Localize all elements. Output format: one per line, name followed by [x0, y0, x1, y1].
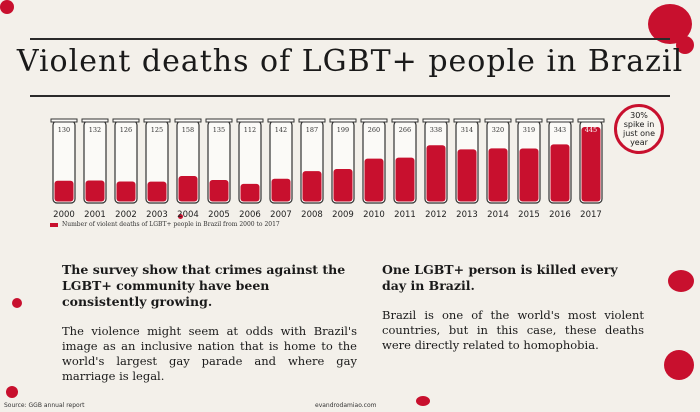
splatter-top-left	[0, 0, 14, 14]
value-label-2008: 187	[306, 126, 318, 134]
x-tick-2017: 2017	[580, 210, 602, 220]
spike-badge: 30% spike in just one year	[614, 104, 664, 154]
x-tick-2012: 2012	[425, 210, 447, 220]
right-heading: One LGBT+ person is killed every day in …	[382, 262, 618, 293]
value-label-2017: 445	[585, 126, 597, 134]
value-label-2014: 320	[492, 126, 504, 134]
legend-swatch	[50, 222, 58, 227]
tube-rim-2002	[112, 118, 140, 123]
tube-rim-2007	[267, 118, 295, 123]
splatter-bottom-right	[664, 350, 694, 380]
tube-rim-2009	[329, 118, 357, 123]
tube-rim-2015	[515, 118, 543, 123]
value-label-2001: 132	[89, 126, 101, 134]
bar-2011	[395, 157, 415, 202]
bar-2012	[426, 145, 446, 202]
value-label-2005: 135	[213, 126, 225, 134]
value-label-2012: 338	[430, 126, 442, 134]
source-note: Source: GGB annual report	[4, 402, 85, 409]
tube-rim-2013	[453, 118, 481, 123]
x-tick-2016: 2016	[549, 210, 571, 220]
value-label-2015: 319	[523, 126, 535, 134]
tube-rim-2012	[422, 118, 450, 123]
bar-2002	[116, 181, 136, 202]
value-label-2006: 112	[244, 126, 256, 134]
chart-legend: Number of violent deaths of LGBT+ people…	[50, 221, 280, 228]
left-heading: The survey show that crimes against the …	[62, 262, 346, 309]
right-body: Brazil is one of the world's most violen…	[382, 308, 644, 352]
splatter-top-right-2	[676, 36, 694, 54]
tube-rim-2014	[484, 118, 512, 123]
bar-2004	[178, 176, 198, 202]
bar-2008	[302, 171, 322, 202]
left-column: The survey show that crimes against the …	[62, 262, 357, 384]
title-rule-bottom	[30, 95, 670, 97]
value-label-2016: 343	[554, 126, 566, 134]
bar-2015	[519, 148, 539, 202]
bar-2016	[550, 144, 570, 202]
legend-text: Number of violent deaths of LGBT+ people…	[62, 221, 280, 228]
title-rule-top	[30, 38, 670, 40]
x-tick-2003: 2003	[146, 210, 168, 220]
value-label-2010: 260	[368, 126, 380, 134]
bar-2010	[364, 158, 384, 202]
credit-note: evandrodamiao.com	[315, 402, 377, 409]
x-tick-2013: 2013	[456, 210, 478, 220]
bar-2001	[85, 180, 105, 202]
x-tick-2015: 2015	[518, 210, 540, 220]
bar-2017	[581, 127, 601, 202]
tube-rim-2005	[205, 118, 233, 123]
tube-rim-2008	[298, 118, 326, 123]
value-label-2004: 158	[182, 126, 194, 134]
x-tick-2002: 2002	[115, 210, 137, 220]
bar-2014	[488, 148, 508, 202]
x-tick-2000: 2000	[53, 210, 75, 220]
left-body: The violence might seem at odds with Bra…	[62, 324, 357, 383]
value-label-2011: 266	[399, 126, 411, 134]
splatter-left	[12, 298, 22, 308]
tubes-group: 130 2000 132 2001 126 2002 125 2003 158 2004 135 20…	[50, 118, 605, 220]
value-label-2000: 130	[58, 126, 70, 134]
x-tick-2001: 2001	[84, 210, 106, 220]
spike-badge-text: 30% spike in just one year	[622, 111, 656, 147]
x-tick-2008: 2008	[301, 210, 323, 220]
splatter-bottom-left	[6, 386, 18, 398]
bar-2006	[240, 183, 260, 202]
tube-rim-2004	[174, 118, 202, 123]
bar-2013	[457, 149, 477, 202]
tube-rim-2010	[360, 118, 388, 123]
splatter-mid	[178, 214, 183, 219]
bar-2000	[54, 180, 74, 202]
value-label-2007: 142	[275, 126, 287, 134]
tube-rim-2003	[143, 118, 171, 123]
bar-2007	[271, 178, 291, 202]
tube-rim-2000	[50, 118, 78, 123]
page-title: Violent deaths of LGBT+ people in Brazil	[16, 44, 684, 79]
splatter-bottom-mid	[416, 396, 430, 406]
tube-rim-2017	[577, 118, 605, 123]
x-tick-2006: 2006	[239, 210, 261, 220]
x-tick-2009: 2009	[332, 210, 354, 220]
bar-2005	[209, 179, 229, 202]
value-label-2013: 314	[461, 126, 473, 134]
x-tick-2005: 2005	[208, 210, 230, 220]
tube-rim-2011	[391, 118, 419, 123]
value-label-2003: 125	[151, 126, 163, 134]
x-tick-2011: 2011	[394, 210, 416, 220]
x-tick-2014: 2014	[487, 210, 509, 220]
right-column: One LGBT+ person is killed every day in …	[382, 262, 644, 353]
value-label-2002: 126	[120, 126, 132, 134]
value-label-2009: 199	[337, 126, 349, 134]
x-tick-2004: 2004	[177, 210, 199, 220]
tube-rim-2016	[546, 118, 574, 123]
bar-2003	[147, 181, 167, 202]
splatter-right	[668, 270, 694, 292]
x-tick-2007: 2007	[270, 210, 292, 220]
x-tick-2010: 2010	[363, 210, 385, 220]
tube-rim-2006	[236, 118, 264, 123]
bar-2009	[333, 169, 353, 202]
tube-rim-2001	[81, 118, 109, 123]
